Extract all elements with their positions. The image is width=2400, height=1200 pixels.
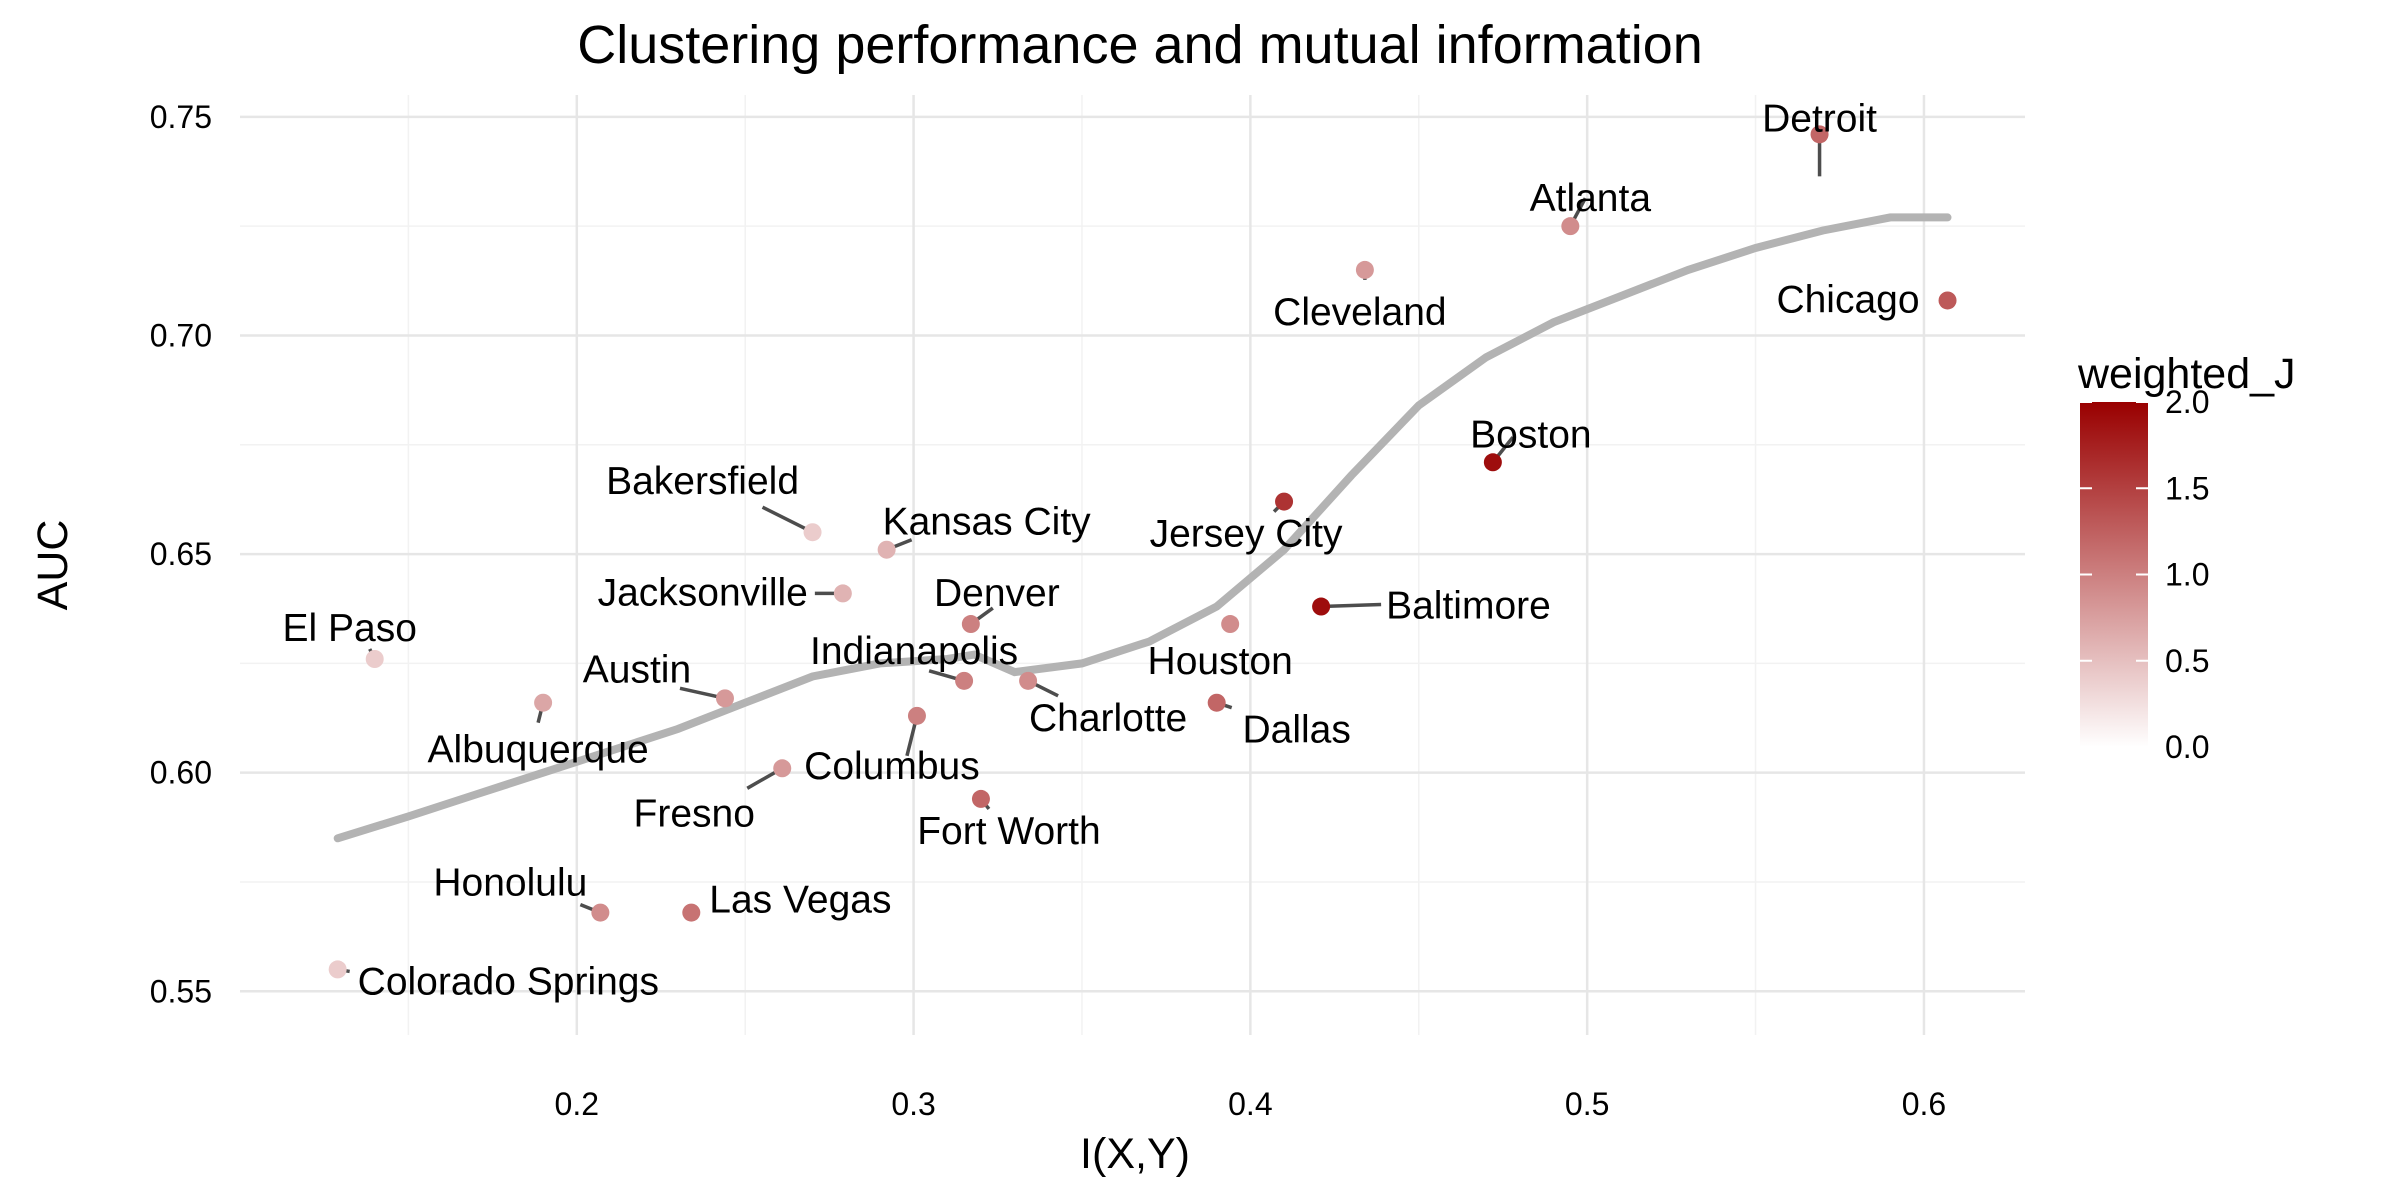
data-point xyxy=(961,615,980,634)
point-label: Indianapolis xyxy=(810,630,1018,673)
legend-tick-label: 1.0 xyxy=(2165,557,2209,593)
point-label: Las Vegas xyxy=(709,879,891,922)
data-point xyxy=(534,693,553,712)
data-point xyxy=(1275,492,1294,511)
legend-ticks: 0.0 0.5 1.0 1.5 2.0 xyxy=(2080,384,2209,765)
x-axis-ticks: 0.2 0.3 0.4 0.5 0.6 xyxy=(555,1086,1947,1122)
point-label: Fort Worth xyxy=(917,810,1100,853)
data-point xyxy=(803,523,822,542)
point-label: Baltimore xyxy=(1386,585,1551,628)
point-label: Albuquerque xyxy=(428,729,649,772)
data-point xyxy=(773,759,792,778)
point-label: Honolulu xyxy=(433,862,587,905)
point-label: Chicago xyxy=(1776,278,1919,321)
color-legend: weighted_J 0.0 0.5 1.0 1.5 2.0 xyxy=(2077,350,2296,765)
y-tick-label: 0.75 xyxy=(150,99,212,135)
legend-tick-label: 2.0 xyxy=(2165,384,2209,420)
data-points xyxy=(328,125,1957,979)
x-tick-label: 0.5 xyxy=(1565,1086,1609,1122)
data-point xyxy=(682,903,701,922)
point-label: Bakersfield xyxy=(606,460,799,503)
data-point xyxy=(955,671,974,690)
data-point xyxy=(1355,260,1374,279)
data-point xyxy=(907,706,926,725)
data-point xyxy=(971,789,990,808)
legend-tick-label: 0.5 xyxy=(2165,643,2209,679)
point-label: Jacksonville xyxy=(598,571,808,614)
x-axis-title: I(X,Y) xyxy=(1080,1130,1190,1178)
y-tick-label: 0.70 xyxy=(150,317,212,353)
smooth-trend-line xyxy=(333,213,1952,843)
point-labels: Detroit Atlanta Cleveland Chicago Boston Jers… xyxy=(283,97,1920,1003)
point-label: Austin xyxy=(583,648,691,691)
point-label: Columbus xyxy=(804,745,980,788)
x-tick-label: 0.2 xyxy=(555,1086,599,1122)
data-point xyxy=(1561,217,1580,236)
major-grid xyxy=(240,95,2025,1035)
x-tick-label: 0.3 xyxy=(891,1086,935,1122)
point-label: Houston xyxy=(1148,640,1293,683)
legend-tick-label: 0.0 xyxy=(2165,729,2209,765)
label-connector xyxy=(761,505,814,534)
data-point xyxy=(328,960,347,979)
legend-title: weighted_J xyxy=(2077,350,2296,398)
data-point xyxy=(833,584,852,603)
y-tick-label: 0.60 xyxy=(150,755,212,791)
data-point xyxy=(1810,125,1829,144)
data-point xyxy=(591,903,610,922)
data-point xyxy=(1312,597,1331,616)
point-label: Cleveland xyxy=(1273,291,1446,334)
data-point xyxy=(365,650,384,668)
point-label: Atlanta xyxy=(1530,177,1652,220)
data-point xyxy=(1483,453,1502,472)
x-tick-label: 0.6 xyxy=(1902,1086,1946,1122)
data-point xyxy=(715,689,734,708)
point-label: Boston xyxy=(1470,413,1591,456)
minor-grid xyxy=(240,95,2025,1035)
data-point xyxy=(1938,291,1957,310)
point-label: Detroit xyxy=(1762,97,1877,140)
label-connector xyxy=(1321,602,1382,609)
point-label: Dallas xyxy=(1243,709,1351,752)
data-point xyxy=(877,540,896,559)
point-label: Kansas City xyxy=(883,501,1092,544)
legend-tick-label: 1.5 xyxy=(2165,470,2209,506)
data-point xyxy=(1221,615,1240,634)
point-label: Fresno xyxy=(634,792,755,835)
point-label: Charlotte xyxy=(1029,697,1187,740)
chart-title: Clustering performance and mutual inform… xyxy=(577,15,1703,75)
point-label: Denver xyxy=(934,572,1060,615)
y-axis-ticks: 0.55 0.60 0.65 0.70 0.75 xyxy=(150,99,212,1009)
point-label: El Paso xyxy=(283,607,417,650)
point-label: Colorado Springs xyxy=(358,960,659,1003)
x-tick-label: 0.4 xyxy=(1228,1086,1272,1122)
y-axis-title: AUC xyxy=(29,520,77,611)
data-point xyxy=(1207,693,1226,712)
y-tick-label: 0.65 xyxy=(150,536,212,572)
point-label: Jersey City xyxy=(1150,513,1343,556)
y-tick-label: 0.55 xyxy=(150,973,212,1009)
data-point xyxy=(1019,671,1038,690)
